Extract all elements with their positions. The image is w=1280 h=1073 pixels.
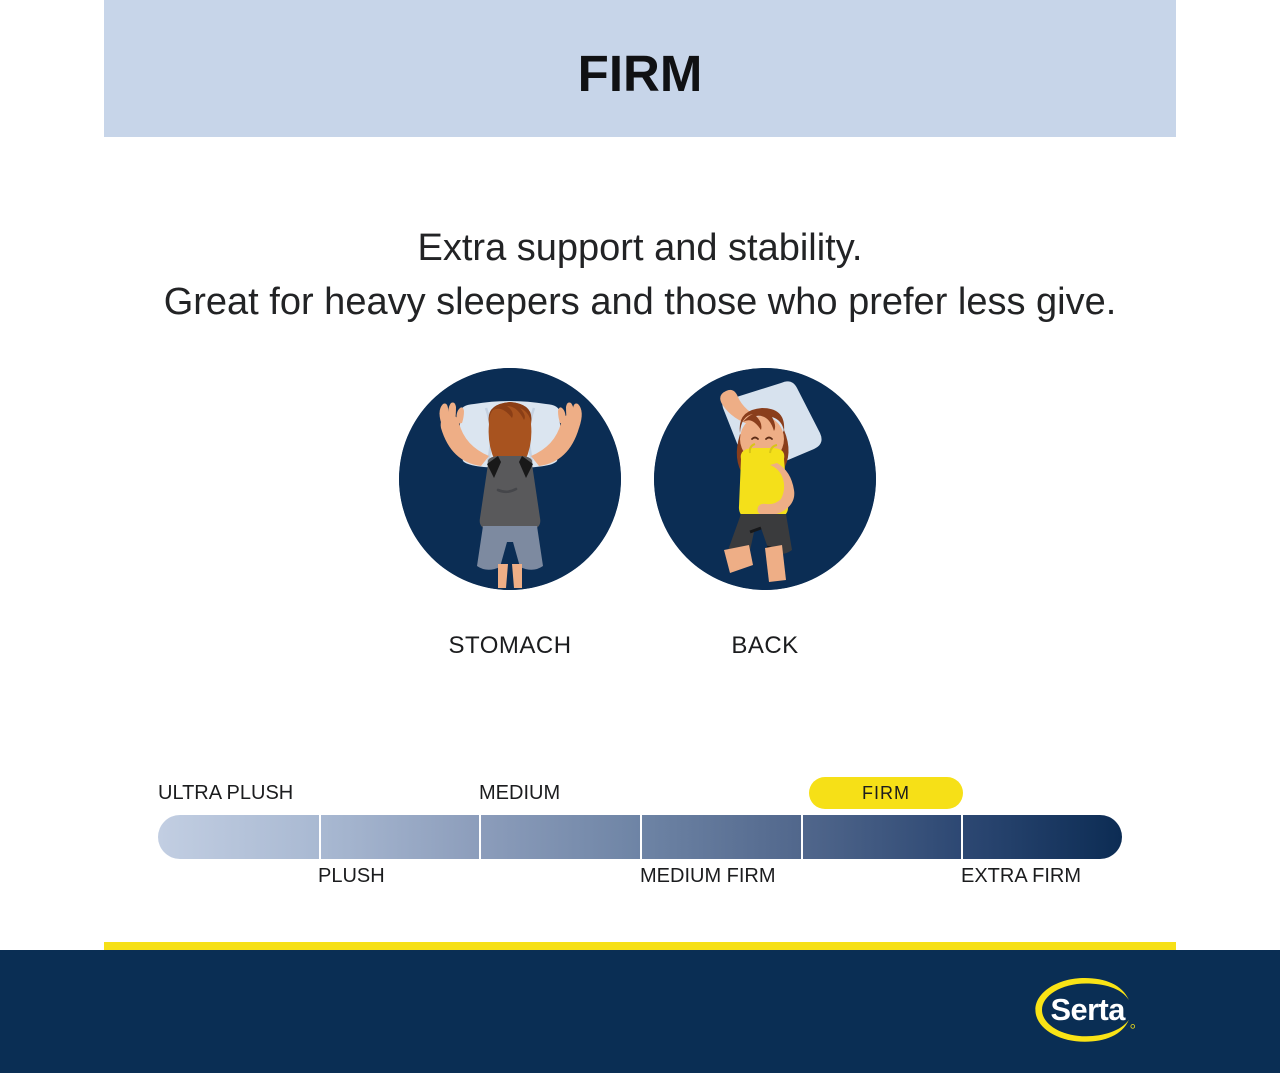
svg-text:Serta: Serta [1051, 992, 1127, 1027]
